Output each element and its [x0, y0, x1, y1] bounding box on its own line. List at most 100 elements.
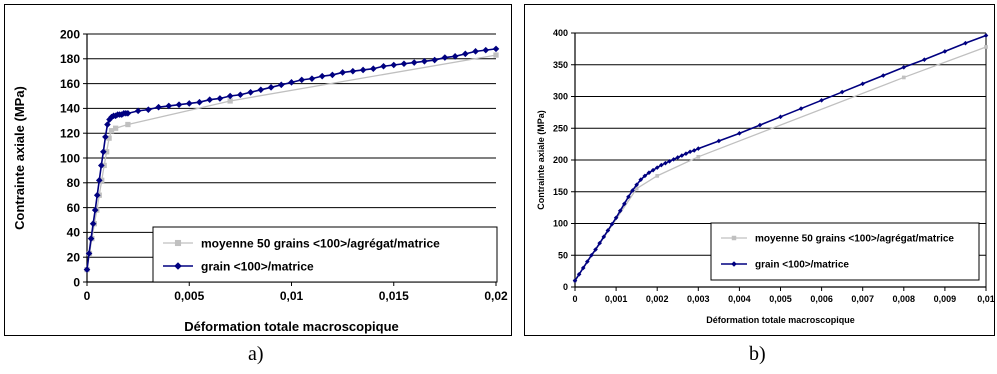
a-point-series-2 [87, 235, 95, 242]
b-y-tick-label: 350 [553, 60, 568, 70]
b-point-series-2 [901, 64, 907, 70]
b-point-series-2 [757, 122, 763, 128]
b-x-tick-label: 0,005 [769, 294, 792, 304]
a-y-tick-label: 20 [67, 250, 81, 264]
a-point-series-2 [329, 71, 336, 79]
a-point-series-2 [85, 250, 93, 257]
b-x-tick-label: 0,004 [728, 294, 751, 304]
b-point-series-2 [963, 40, 968, 46]
b-point-series-2 [691, 148, 697, 153]
b-y-tick-label: 150 [553, 187, 568, 197]
b-point-series-2 [942, 49, 948, 54]
a-point-series-2 [98, 162, 105, 169]
a-point-series-2 [91, 206, 99, 214]
b-x-tick-label: 0,006 [810, 294, 833, 304]
a-point-series-2 [339, 69, 346, 76]
b-point-series-2 [922, 57, 927, 62]
b-x-axis-label: Déformation totale macroscopique [706, 315, 855, 325]
a-point-series-2 [226, 92, 234, 100]
a-point-series-2 [472, 48, 479, 55]
a-y-tick-label: 160 [60, 77, 80, 91]
a-x-tick-label: 0 [84, 289, 91, 303]
b-point-series-2 [580, 265, 586, 271]
a-point-series-1 [108, 128, 115, 134]
b-x-tick-label: 0,01 [977, 294, 995, 304]
a-point-series-2 [165, 102, 173, 110]
b-point-series-2 [663, 160, 668, 166]
b-point-series-1 [696, 154, 701, 159]
a-legend-label-1: moyenne 50 grains <100>/agrégat/matrice [201, 236, 440, 250]
a-legend-box [152, 226, 498, 283]
a-point-series-2 [134, 107, 142, 115]
b-x-tick-label: 0,002 [646, 294, 669, 304]
a-point-series-2 [288, 79, 295, 86]
caption-b: b) [749, 343, 766, 365]
b-x-tick-label: 0 [572, 294, 577, 304]
a-y-tick-label: 0 [73, 275, 80, 289]
a-y-tick-label: 100 [60, 151, 80, 165]
a-point-series-2 [100, 148, 107, 156]
a-point-series-1 [125, 121, 131, 128]
a-point-series-2 [89, 220, 97, 228]
b-point-series-1 [655, 174, 660, 178]
a-point-series-2 [359, 66, 367, 74]
a-legend-marker-1 [174, 239, 182, 247]
a-legend-marker-2 [174, 262, 182, 270]
a-point-series-2 [247, 88, 254, 96]
a-x-axis-label: Déformation totale macroscopique [184, 319, 399, 334]
b-point-series-2 [650, 167, 656, 173]
b-point-series-2 [630, 188, 635, 193]
caption-a: a) [248, 343, 264, 365]
b-point-series-2 [798, 106, 804, 111]
a-x-tick-label: 0,02 [484, 289, 508, 303]
a-point-series-2 [277, 81, 285, 89]
b-point-series-2 [617, 208, 623, 214]
a-point-series-2 [421, 57, 428, 65]
chart-panel-b: 0 50 100 150 200 250 300 350 400 0 0,001 0,002 0,003… [524, 4, 995, 336]
a-point-series-2 [95, 177, 103, 184]
b-x-tick-label: 0,009 [934, 294, 957, 304]
a-point-series-2 [298, 76, 306, 84]
a-point-series-2 [206, 96, 213, 104]
a-point-series-2 [441, 54, 449, 61]
a-point-series-2 [492, 45, 500, 53]
a-point-series-2 [318, 72, 326, 80]
b-point-series-2 [634, 182, 639, 188]
a-y-tick-label: 200 [60, 27, 80, 41]
b-point-series-2 [585, 259, 590, 264]
a-y-tick-label: 80 [67, 176, 81, 190]
a-y-axis-label: Contrainte axiale (MPa) [12, 86, 27, 230]
a-point-series-2 [216, 95, 224, 102]
b-point-series-2 [819, 98, 824, 103]
b-point-series-2 [737, 131, 742, 136]
b-point-series-2 [613, 215, 619, 221]
a-point-series-1 [112, 125, 119, 131]
a-y-tick-label: 60 [67, 201, 81, 215]
a-point-series-2 [370, 65, 377, 73]
b-point-series-2 [626, 194, 631, 200]
b-y-tick-label: 400 [553, 28, 568, 38]
b-point-series-2 [716, 138, 722, 144]
b-point-series-2 [687, 149, 693, 155]
chart-panel-a: 0 20 40 60 80 100 120 140 160 180 200 0 0,005 0,01 0,0… [4, 4, 512, 336]
a-x-tick-label: 0,005 [174, 289, 204, 303]
b-y-tick-label: 250 [553, 123, 568, 133]
a-point-series-2 [102, 133, 109, 141]
b-legend-label-2: grain <100>/matrice [755, 260, 849, 271]
b-point-series-2 [659, 162, 664, 168]
a-legend-label-2: grain <100>/matrice [201, 259, 314, 273]
b-y-axis-label: Contrainte axiale (MPa) [536, 110, 546, 210]
b-x-tick-label: 0,001 [605, 294, 628, 304]
b-x-tick-label: 0,003 [687, 294, 710, 304]
b-point-series-2 [646, 170, 652, 175]
a-point-series-2 [83, 266, 91, 273]
b-point-series-2 [696, 146, 701, 151]
b-point-series-2 [683, 151, 689, 156]
a-x-tick-label: 0,01 [280, 289, 304, 303]
chart-b-svg: 0 50 100 150 200 250 300 350 400 0 0,001 0,002 0,003… [536, 28, 995, 325]
b-point-series-2 [601, 234, 607, 240]
b-point-series-1 [984, 45, 988, 49]
a-point-series-2 [482, 46, 490, 54]
a-point-series-2 [349, 67, 357, 75]
a-point-series-2 [462, 50, 469, 58]
